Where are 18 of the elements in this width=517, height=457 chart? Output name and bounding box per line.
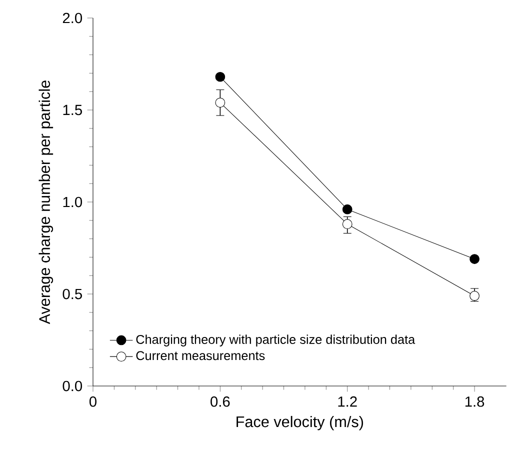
- point: [342, 204, 352, 214]
- y-tick-label: 1.5: [63, 104, 82, 116]
- y-tick-label: 0.0: [62, 380, 82, 392]
- point: [342, 219, 352, 230]
- point: [215, 98, 226, 108]
- x-tick-label: 1.2: [338, 396, 357, 407]
- x-axis-title: Face velocity (m/s): [236, 416, 364, 430]
- x-tick-label: 0.6: [210, 396, 230, 407]
- y-tick-label: 2.0: [62, 12, 82, 24]
- x-tick-label: 1.8: [465, 396, 484, 407]
- point: [470, 254, 480, 264]
- y-tick-label: 0.5: [62, 288, 82, 300]
- y-tick-label: 1.0: [63, 196, 82, 208]
- legend-label: Charging theory with particle size distribution data: [136, 334, 416, 346]
- y-axis-title: Average charge number per particle: [38, 80, 54, 324]
- legend-label: Current measurements: [136, 351, 265, 360]
- x-tick-label: 0: [89, 396, 96, 407]
- point: [215, 72, 226, 82]
